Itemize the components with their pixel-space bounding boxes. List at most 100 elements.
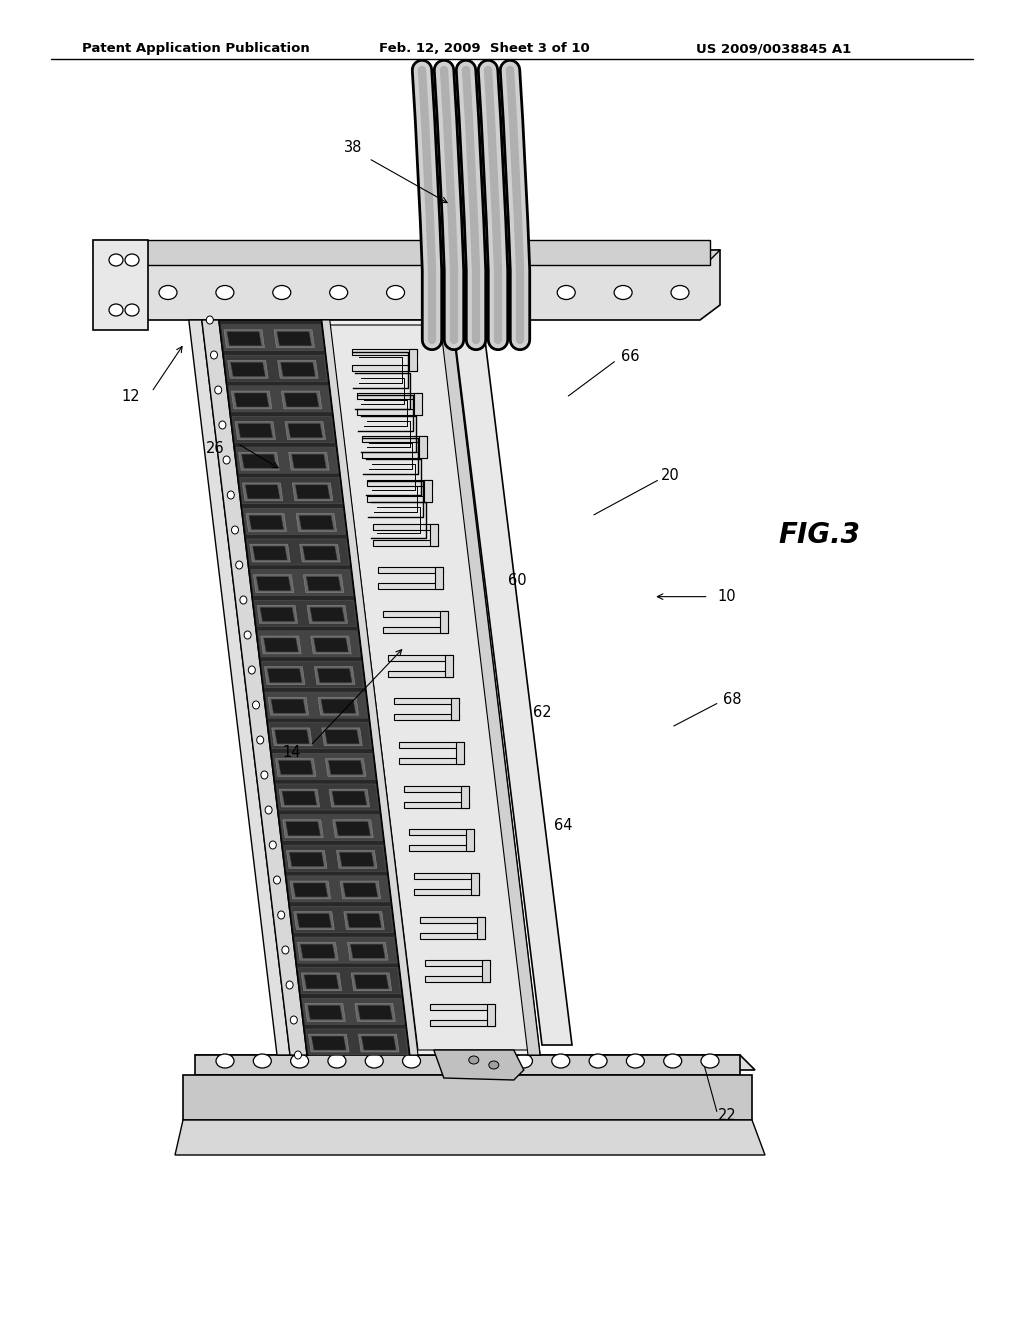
Polygon shape	[303, 574, 344, 593]
Polygon shape	[250, 544, 290, 562]
Polygon shape	[347, 913, 381, 928]
Text: 60: 60	[508, 573, 526, 589]
Polygon shape	[221, 325, 324, 351]
Polygon shape	[410, 845, 474, 851]
Polygon shape	[251, 570, 353, 595]
Polygon shape	[258, 631, 360, 657]
Ellipse shape	[614, 285, 632, 300]
Polygon shape	[246, 513, 287, 532]
Polygon shape	[322, 319, 540, 1055]
Polygon shape	[378, 568, 442, 573]
Polygon shape	[288, 424, 323, 437]
Polygon shape	[308, 1006, 342, 1019]
Polygon shape	[351, 366, 417, 371]
Text: 62: 62	[534, 705, 552, 721]
Ellipse shape	[125, 253, 139, 267]
Polygon shape	[373, 524, 437, 529]
Polygon shape	[362, 453, 427, 458]
Ellipse shape	[366, 1053, 383, 1068]
Text: Feb. 12, 2009  Sheet 3 of 10: Feb. 12, 2009 Sheet 3 of 10	[379, 42, 590, 55]
Polygon shape	[434, 1049, 524, 1080]
Polygon shape	[425, 977, 489, 982]
Polygon shape	[430, 1020, 496, 1026]
Polygon shape	[281, 363, 315, 376]
Polygon shape	[368, 496, 432, 502]
Text: 26: 26	[206, 441, 224, 457]
Polygon shape	[388, 671, 454, 677]
Polygon shape	[313, 638, 348, 652]
Text: 64: 64	[554, 817, 572, 833]
Polygon shape	[415, 888, 479, 895]
Polygon shape	[357, 1006, 392, 1019]
Polygon shape	[291, 907, 393, 932]
Polygon shape	[242, 454, 276, 469]
Ellipse shape	[240, 597, 247, 605]
Ellipse shape	[231, 525, 239, 535]
Polygon shape	[278, 360, 318, 379]
Polygon shape	[404, 785, 469, 792]
Polygon shape	[425, 961, 489, 966]
Polygon shape	[378, 583, 442, 589]
Polygon shape	[305, 1003, 345, 1022]
Polygon shape	[219, 319, 410, 1055]
Ellipse shape	[216, 1053, 234, 1068]
Polygon shape	[234, 393, 269, 407]
Ellipse shape	[159, 285, 177, 300]
Polygon shape	[383, 611, 449, 616]
Polygon shape	[302, 998, 404, 1024]
Polygon shape	[295, 484, 330, 499]
Polygon shape	[404, 801, 469, 808]
Polygon shape	[351, 973, 391, 991]
Polygon shape	[414, 392, 422, 414]
Text: 12: 12	[122, 388, 140, 404]
Ellipse shape	[278, 911, 285, 919]
Polygon shape	[280, 789, 319, 807]
Polygon shape	[337, 850, 377, 869]
Polygon shape	[322, 727, 362, 746]
Polygon shape	[303, 546, 337, 560]
Ellipse shape	[328, 1053, 346, 1068]
Polygon shape	[445, 655, 454, 677]
Ellipse shape	[215, 385, 222, 393]
Polygon shape	[358, 1034, 399, 1052]
Polygon shape	[289, 453, 329, 470]
Polygon shape	[339, 853, 374, 866]
Polygon shape	[310, 636, 351, 653]
Polygon shape	[108, 249, 720, 319]
Polygon shape	[276, 331, 311, 346]
Polygon shape	[440, 611, 449, 634]
Polygon shape	[284, 845, 386, 871]
Polygon shape	[264, 667, 305, 685]
Text: US 2009/0038845 A1: US 2009/0038845 A1	[696, 42, 852, 55]
Polygon shape	[288, 876, 389, 902]
Polygon shape	[293, 883, 328, 896]
Polygon shape	[343, 883, 378, 896]
Polygon shape	[356, 392, 422, 399]
Polygon shape	[300, 544, 340, 562]
Polygon shape	[260, 607, 295, 622]
Polygon shape	[311, 1036, 346, 1049]
Polygon shape	[373, 540, 437, 545]
Polygon shape	[283, 820, 324, 838]
Polygon shape	[424, 480, 432, 502]
Ellipse shape	[552, 1053, 569, 1068]
Ellipse shape	[227, 491, 234, 499]
Text: Patent Application Publication: Patent Application Publication	[82, 42, 309, 55]
Polygon shape	[356, 409, 422, 414]
Polygon shape	[93, 240, 148, 330]
Ellipse shape	[206, 315, 213, 323]
Polygon shape	[227, 331, 261, 346]
Ellipse shape	[223, 455, 230, 465]
Polygon shape	[290, 853, 324, 866]
Polygon shape	[108, 249, 720, 265]
Polygon shape	[304, 975, 339, 989]
Polygon shape	[257, 606, 298, 623]
Polygon shape	[314, 667, 355, 685]
Ellipse shape	[664, 1053, 682, 1068]
Polygon shape	[350, 944, 385, 958]
Ellipse shape	[272, 285, 291, 300]
Polygon shape	[471, 873, 479, 895]
Polygon shape	[299, 968, 400, 994]
Polygon shape	[232, 417, 335, 442]
Polygon shape	[264, 638, 298, 652]
